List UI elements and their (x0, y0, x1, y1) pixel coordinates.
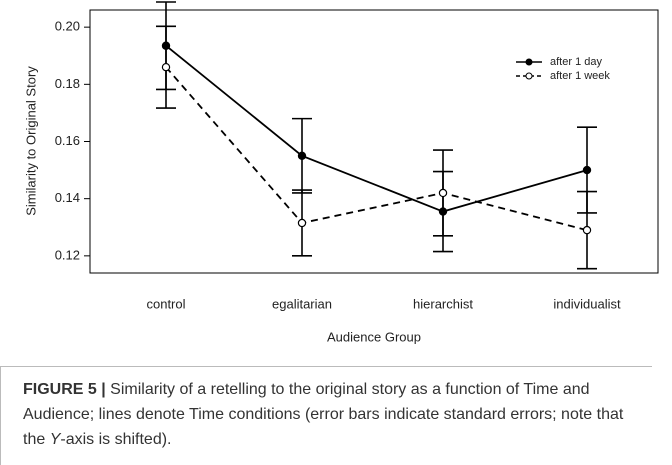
y-tick-label: 0.16 (55, 133, 80, 148)
caption: FIGURE 5 | Similarity of a retelling to … (0, 366, 652, 465)
y-axis-label: Similarity to Original Story (23, 66, 38, 216)
x-tick-label: control (146, 296, 185, 311)
point (582, 165, 592, 175)
point (161, 41, 171, 50)
point (438, 207, 448, 216)
chart: Similarity to Original Story Audience Gr… (23, 1, 659, 344)
x-tick-label: individualist (553, 296, 621, 311)
point (297, 151, 307, 160)
point (582, 225, 592, 235)
point (161, 62, 171, 72)
caption-label: FIGURE 5 | (23, 381, 106, 398)
x-tick-label: egalitarian (272, 296, 332, 311)
plot-frame (89, 9, 659, 274)
caption-text: Similarity of a retelling to the origina… (23, 381, 624, 448)
caption-text: Y (49, 431, 61, 448)
x-axis-label: Audience Group (327, 329, 421, 344)
caption-text: -axis is shifted). (60, 431, 172, 448)
point (297, 218, 307, 228)
y-tick-label: 0.20 (55, 19, 80, 34)
point (438, 188, 448, 198)
series-line (165, 66, 588, 231)
y-tick-label: 0.18 (55, 76, 80, 91)
legend-marker (525, 72, 533, 80)
y-tick-label: 0.14 (55, 190, 80, 205)
series-line (165, 45, 588, 213)
legend-label: after 1 day (550, 56, 602, 68)
x-tick-label: hierarchist (413, 296, 473, 311)
y-tick-label: 0.12 (55, 247, 80, 262)
legend-marker (525, 58, 533, 66)
legend-label: after 1 week (550, 70, 610, 82)
